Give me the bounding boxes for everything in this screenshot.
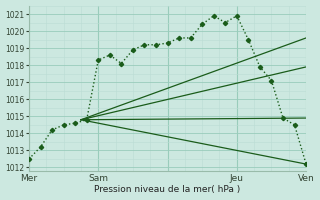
X-axis label: Pression niveau de la mer( hPa ): Pression niveau de la mer( hPa ): [94, 185, 241, 194]
